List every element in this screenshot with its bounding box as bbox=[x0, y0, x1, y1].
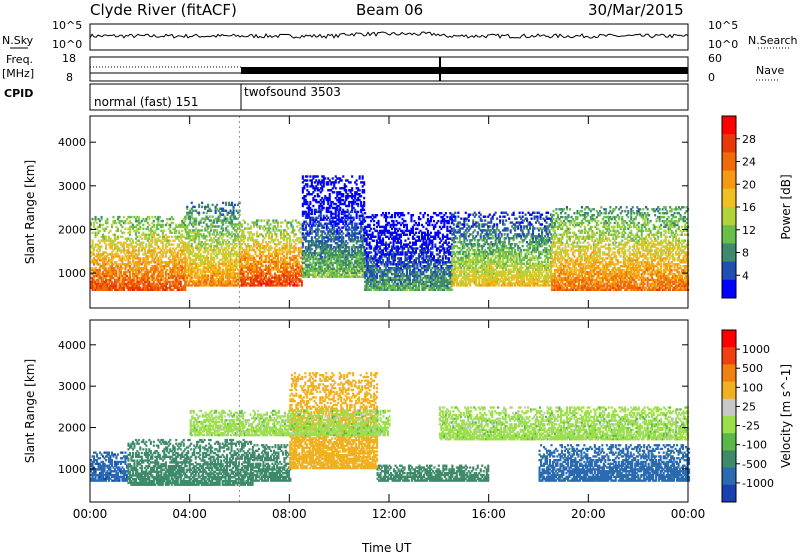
colorbar-tick-label: 25 bbox=[742, 400, 756, 413]
cpid-panel: CPID normal (fast) 151 twofsound 3503 bbox=[4, 84, 688, 110]
colorbar-swatch bbox=[722, 450, 736, 468]
colorbar-swatch bbox=[722, 262, 736, 281]
colorbar-tick-label: 20 bbox=[742, 178, 756, 191]
colorbar-swatch bbox=[722, 116, 736, 135]
freq-label-line2: [MHz] bbox=[2, 67, 34, 80]
y-tick-label: 4000 bbox=[58, 339, 86, 352]
colorbar-swatch bbox=[722, 225, 736, 244]
colorbar-tick-label: 8 bbox=[742, 247, 749, 260]
freq-tick-bottom: 8 bbox=[66, 71, 73, 84]
nave-tick-top: 60 bbox=[708, 52, 722, 65]
beam-title: Beam 06 bbox=[356, 1, 423, 19]
colorbar-tick-label: -25 bbox=[742, 420, 760, 433]
x-tick-label: 16:00 bbox=[471, 507, 506, 521]
colorbar-label: Power [dB] bbox=[779, 174, 793, 239]
x-tick-label: 08:00 bbox=[272, 507, 307, 521]
echo-region-2 bbox=[240, 219, 303, 286]
colorbar-swatch bbox=[722, 207, 736, 226]
colorbar-tick-label: 16 bbox=[742, 201, 756, 214]
x-axis-label: Time UT bbox=[361, 541, 412, 554]
colorbar-swatch bbox=[722, 347, 736, 365]
colorbar-tick-label: 4 bbox=[742, 269, 749, 282]
cpid-label: CPID bbox=[4, 87, 33, 100]
y-tick-label: 1000 bbox=[58, 267, 86, 280]
cpid-segment-twofsound: twofsound 3503 bbox=[244, 85, 341, 99]
colorbar-swatch bbox=[722, 364, 736, 382]
nave-label: Nave bbox=[756, 64, 784, 77]
colorbar-tick-label: 500 bbox=[742, 362, 763, 375]
nave-tick-bottom: 0 bbox=[708, 71, 715, 84]
freq-panel: Freq. [MHz] 18 8 60 0 Nave bbox=[2, 52, 784, 84]
freq-trace-twofsound bbox=[241, 67, 688, 74]
nsky-trace bbox=[90, 32, 688, 40]
colorbar-tick-label: 12 bbox=[742, 224, 756, 237]
y-tick-label: 3000 bbox=[58, 380, 86, 393]
colorbar-tick-label: -100 bbox=[742, 439, 767, 452]
nsky-tick-top: 10^5 bbox=[52, 19, 82, 32]
nsky-tick-bottom: 10^0 bbox=[52, 38, 82, 51]
colorbar-swatch bbox=[722, 399, 736, 417]
colorbar-swatch bbox=[722, 189, 736, 208]
colorbar-swatch bbox=[722, 382, 736, 400]
nsearch-tick-bottom: 10^0 bbox=[708, 38, 738, 51]
colorbar-tick-label: 24 bbox=[742, 156, 756, 169]
colorbar-tick-label: -1000 bbox=[742, 477, 774, 490]
x-tick-label: 04:00 bbox=[172, 507, 207, 521]
colorbar-tick-label: 100 bbox=[742, 381, 763, 394]
freq-label-line1: Freq. bbox=[6, 53, 33, 66]
colorbar-swatch bbox=[722, 134, 736, 153]
colorbar-swatch bbox=[722, 243, 736, 262]
power-heatmap: 1000 2000 3000 4000 Slant Range [km] 4 8 12 16 20… bbox=[23, 116, 793, 308]
colorbar-swatch bbox=[722, 485, 736, 503]
velocity-heatmap: 1000 2000 3000 4000 Slant Range [km] 00:00 04:… bbox=[23, 320, 793, 521]
echo-region-4 bbox=[190, 410, 391, 437]
nsearch-tick-top: 10^5 bbox=[708, 19, 738, 32]
x-tick-label: 00:00 bbox=[73, 507, 108, 521]
station-title: Clyde River (fitACF) bbox=[90, 1, 237, 19]
colorbar-swatch bbox=[722, 416, 736, 434]
y-tick-label: 4000 bbox=[58, 136, 86, 149]
colorbar: 4 8 12 16 20 24 28 Power [dB] bbox=[722, 116, 793, 299]
colorbar-swatch bbox=[722, 330, 736, 348]
y-tick-label: 2000 bbox=[58, 223, 86, 236]
date-title: 30/Mar/2015 bbox=[588, 1, 684, 19]
freq-tick-top: 18 bbox=[62, 52, 76, 65]
echo-region-2 bbox=[252, 444, 291, 482]
colorbar-label: Velocity [m s^-1] bbox=[779, 364, 793, 468]
y-tick-label: 3000 bbox=[58, 180, 86, 193]
x-tick-label: 20:00 bbox=[571, 507, 606, 521]
colorbar-swatch bbox=[722, 433, 736, 451]
colorbar-swatch bbox=[722, 171, 736, 190]
y-axis-label: Slant Range [km] bbox=[23, 160, 37, 264]
nsky-label: N.Sky bbox=[2, 34, 34, 47]
nsearch-label: N.Search bbox=[748, 34, 798, 47]
colorbar-tick-label: 28 bbox=[742, 133, 756, 146]
colorbar-tick-label: -500 bbox=[742, 458, 767, 471]
nsky-panel: N.Sky 10^5 10^0 10^5 10^0 N.Search bbox=[2, 19, 798, 51]
colorbar-swatch bbox=[722, 280, 736, 299]
y-tick-label: 2000 bbox=[58, 422, 86, 435]
colorbar-swatch bbox=[722, 468, 736, 486]
x-tick-label: 00:00 bbox=[671, 507, 706, 521]
y-axis-label: Slant Range [km] bbox=[23, 359, 37, 463]
colorbar: 1000 500 100 25 -25 -100 -500 -1000 Velocity [m … bbox=[722, 330, 793, 503]
y-tick-label: 1000 bbox=[58, 463, 86, 476]
colorbar-swatch bbox=[722, 152, 736, 171]
cpid-segment-normal: normal (fast) 151 bbox=[94, 95, 198, 109]
colorbar-tick-label: 1000 bbox=[742, 343, 770, 356]
x-tick-label: 12:00 bbox=[372, 507, 407, 521]
